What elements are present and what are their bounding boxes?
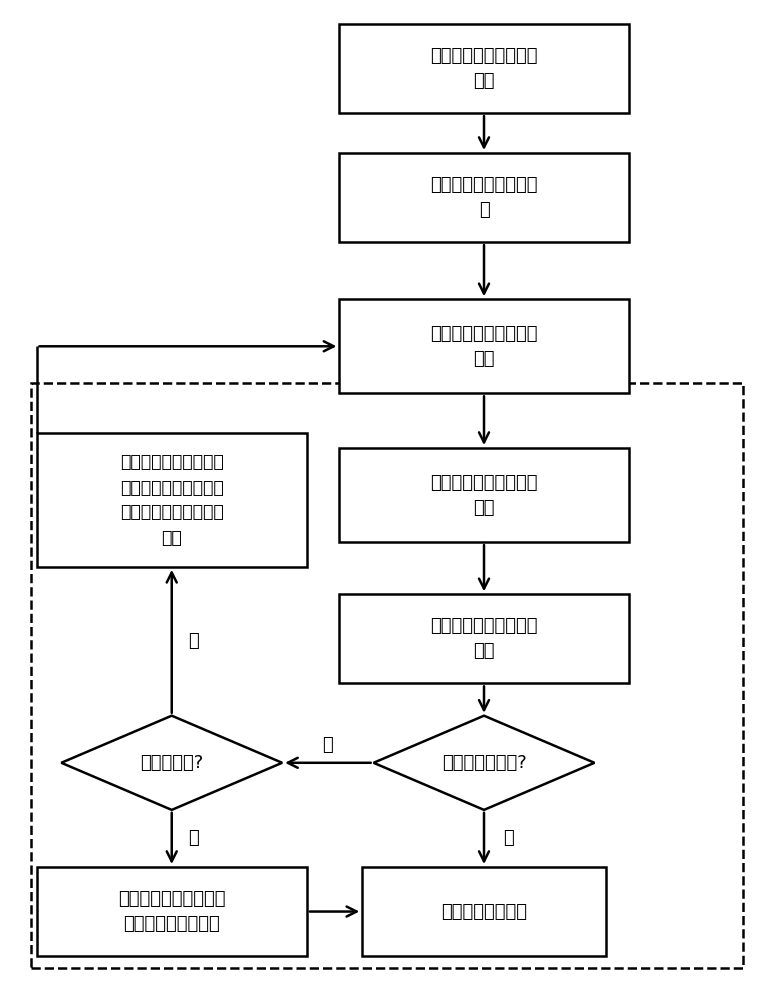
- Text: 测量传递函数和工况响
应: 测量传递函数和工况响 应: [430, 176, 537, 219]
- Text: 将估计值均值作为其他
刚度的最后计算结果: 将估计值均值作为其他 刚度的最后计算结果: [118, 890, 226, 933]
- Text: 建立移动多级带宽估计
模型: 建立移动多级带宽估计 模型: [430, 325, 537, 368]
- Bar: [340, 153, 629, 242]
- Text: 计算估计值不确定性指
标值: 计算估计值不确定性指 标值: [430, 474, 537, 517]
- Text: 是: 是: [189, 829, 199, 847]
- Bar: [36, 433, 307, 567]
- Bar: [340, 299, 629, 393]
- Text: 识别所有动刚度值: 识别所有动刚度值: [441, 903, 527, 921]
- Bar: [362, 867, 606, 956]
- Bar: [340, 448, 629, 542]
- Text: 将不确定性指标值小于
设定值的动刚度估计值
当做精确的值带入估计
模型: 将不确定性指标值小于 设定值的动刚度估计值 当做精确的值带入估计 模型: [120, 454, 223, 546]
- Text: 到达循环数?: 到达循环数?: [140, 754, 203, 772]
- Bar: [31, 383, 743, 968]
- Bar: [340, 24, 629, 113]
- Text: 否: 否: [323, 736, 333, 754]
- Polygon shape: [373, 716, 594, 810]
- Bar: [340, 594, 629, 683]
- Bar: [36, 867, 307, 956]
- Text: 计算完所有刚度?: 计算完所有刚度?: [442, 754, 527, 772]
- Polygon shape: [62, 716, 282, 810]
- Text: 否: 否: [189, 632, 199, 650]
- Text: 动刚度识别和估计精度
计算: 动刚度识别和估计精度 计算: [430, 617, 537, 660]
- Text: 确定移动多级带宽模型
参数: 确定移动多级带宽模型 参数: [430, 47, 537, 90]
- Text: 是: 是: [503, 829, 514, 847]
